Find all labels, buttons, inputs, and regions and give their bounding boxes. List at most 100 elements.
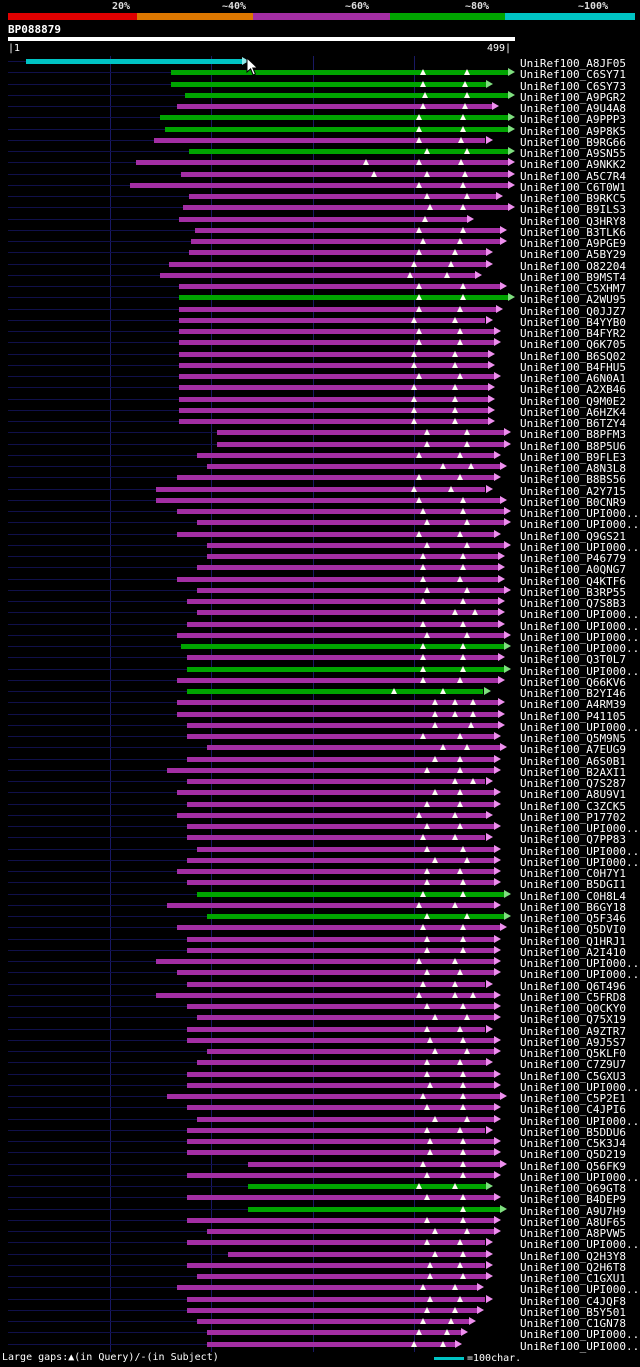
hit-label[interactable]: UniRef100_A9U7H9 — [520, 1204, 626, 1218]
alignment-bar[interactable] — [186, 1172, 494, 1178]
hit-label[interactable]: UniRef100_B9MST4 — [520, 270, 626, 284]
alignment-bar[interactable] — [176, 869, 494, 874]
hit-label[interactable]: UniRef100_C6SY73 — [520, 79, 626, 93]
hit-label[interactable]: UniRef100_A4RM39 — [520, 698, 626, 712]
hit-label[interactable]: UniRef100_UPI000... — [520, 664, 640, 678]
hit-label[interactable]: UniRef100_C5P2E1 — [520, 1092, 626, 1105]
alignment-bar[interactable] — [176, 1285, 478, 1291]
alignment-bar[interactable] — [168, 261, 486, 267]
hit-label[interactable]: UniRef100_C0H7Y1 — [520, 867, 626, 880]
alignment-bar[interactable] — [176, 812, 486, 818]
hit-label[interactable]: UniRef100_A8JF05 — [520, 57, 626, 70]
hit-label[interactable]: UniRef100_A8U9V1 — [520, 788, 626, 802]
alignment-bar[interactable] — [207, 1049, 494, 1054]
hit-label[interactable]: UniRef100_A8N3L8 — [520, 462, 626, 475]
alignment-bar[interactable] — [176, 700, 498, 706]
hit-label[interactable]: UniRef100_B6SQ02 — [520, 349, 626, 363]
hit-label[interactable]: UniRef100_Q0CKY0 — [520, 1002, 626, 1015]
alignment-bar[interactable] — [186, 1127, 486, 1133]
hit-label[interactable]: UniRef100_Q5D219 — [520, 1148, 626, 1162]
hit-label[interactable]: UniRef100_Q7PP83 — [520, 833, 626, 847]
alignment-bar[interactable] — [207, 1330, 462, 1336]
hit-label[interactable]: UniRef100_A2WU95 — [520, 293, 626, 307]
alignment-bar[interactable] — [207, 914, 504, 919]
alignment-bar[interactable] — [186, 1195, 494, 1201]
alignment-bar[interactable] — [186, 1105, 494, 1111]
hit-label[interactable]: UniRef100_Q6T496 — [520, 979, 626, 993]
hit-label[interactable]: UniRef100_A7EUG9 — [520, 743, 626, 757]
hit-label[interactable]: UniRef100_B2AXI1 — [520, 765, 626, 779]
alignment-bar[interactable] — [186, 722, 498, 728]
hit-label[interactable]: UniRef100_A2Y715 — [520, 484, 626, 498]
alignment-bar[interactable] — [197, 891, 504, 897]
hit-label[interactable]: UniRef100_B2YI46 — [520, 687, 626, 700]
hit-label[interactable]: UniRef100_B5Y501 — [520, 1305, 626, 1319]
alignment-bar[interactable] — [176, 790, 494, 796]
alignment-bar[interactable] — [166, 767, 494, 773]
alignment-bar[interactable] — [186, 1240, 486, 1246]
alignment-bar[interactable] — [197, 1274, 486, 1279]
hit-label[interactable]: UniRef100_C6T0W1 — [520, 180, 626, 194]
alignment-bar[interactable] — [178, 351, 488, 357]
hit-label[interactable]: UniRef100_UPI000... — [520, 855, 640, 869]
hit-label[interactable]: UniRef100_Q9M0E2 — [520, 394, 626, 408]
hit-label[interactable]: UniRef100_B4YYB0 — [520, 315, 626, 329]
hit-label[interactable]: UniRef100_B9RKC5 — [520, 192, 626, 205]
alignment-bar[interactable] — [176, 576, 498, 582]
alignment-bar[interactable] — [176, 925, 500, 931]
hit-label[interactable]: UniRef100_P17702 — [520, 810, 626, 824]
hit-label[interactable]: UniRef100_C5K3J4 — [520, 1137, 626, 1150]
alignment-bar[interactable] — [186, 621, 498, 627]
hit-label[interactable]: UniRef100_Q75X19 — [520, 1013, 626, 1027]
hit-label[interactable]: UniRef100_B8PFM3 — [520, 428, 626, 442]
alignment-bar[interactable] — [186, 779, 486, 784]
alignment-bar[interactable] — [178, 295, 508, 301]
alignment-bar[interactable] — [207, 542, 504, 548]
alignment-bar[interactable] — [186, 1150, 494, 1156]
hit-label[interactable]: UniRef100_A9J5S7 — [520, 1035, 626, 1049]
alignment-bar[interactable] — [160, 272, 476, 278]
alignment-bar[interactable] — [247, 1161, 500, 1167]
hit-label[interactable]: UniRef100_Q69GT8 — [520, 1182, 626, 1195]
alignment-bar[interactable] — [26, 59, 242, 64]
hit-label[interactable]: UniRef100_A9PGE9 — [520, 237, 626, 250]
hit-label[interactable]: UniRef100_C5XHM7 — [520, 282, 626, 295]
alignment-bar[interactable] — [186, 1082, 494, 1088]
hit-label[interactable]: UniRef100_B9RG66 — [520, 135, 626, 149]
alignment-bar[interactable] — [166, 902, 494, 908]
hit-label[interactable]: UniRef100_Q9GS21 — [520, 529, 626, 543]
alignment-bar[interactable] — [176, 475, 494, 481]
alignment-bar[interactable] — [247, 1206, 500, 1212]
alignment-bar[interactable] — [217, 441, 504, 447]
hit-label[interactable]: UniRef100_Q6K705 — [520, 338, 626, 352]
alignment-bar[interactable] — [178, 419, 488, 424]
alignment-bar[interactable] — [178, 340, 494, 346]
alignment-bar[interactable] — [186, 1071, 494, 1077]
alignment-bar[interactable] — [190, 239, 500, 244]
alignment-bar[interactable] — [186, 857, 494, 863]
hit-label[interactable]: UniRef100_A9PGR2 — [520, 90, 626, 104]
alignment-bar[interactable] — [197, 520, 504, 526]
alignment-bar[interactable] — [186, 1217, 494, 1223]
alignment-bar[interactable] — [176, 531, 494, 537]
alignment-bar[interactable] — [186, 801, 494, 807]
hit-label[interactable]: UniRef100_C3ZCK5 — [520, 799, 626, 813]
alignment-bar[interactable] — [207, 1229, 494, 1234]
alignment-bar[interactable] — [176, 970, 494, 976]
alignment-bar[interactable] — [176, 711, 498, 717]
hit-label[interactable]: UniRef100_UPI000... — [520, 1114, 640, 1128]
alignment-bar[interactable] — [178, 374, 494, 379]
alignment-bar[interactable] — [197, 610, 498, 616]
alignment-bar[interactable] — [178, 216, 468, 222]
hit-label[interactable]: UniRef100_UPI000... — [520, 540, 640, 554]
hit-label[interactable]: UniRef100_UPI000... — [520, 518, 640, 532]
alignment-bar[interactable] — [186, 666, 504, 672]
alignment-bar[interactable] — [186, 947, 494, 953]
alignment-bar[interactable] — [186, 1004, 494, 1009]
hit-label[interactable]: UniRef100_C1GXU1 — [520, 1272, 626, 1285]
alignment-bar[interactable] — [197, 565, 498, 571]
hit-label[interactable]: UniRef100_B9ILS3 — [520, 203, 626, 217]
alignment-bar[interactable] — [156, 959, 494, 964]
alignment-bar[interactable] — [197, 1116, 494, 1122]
alignment-bar[interactable] — [182, 205, 508, 211]
